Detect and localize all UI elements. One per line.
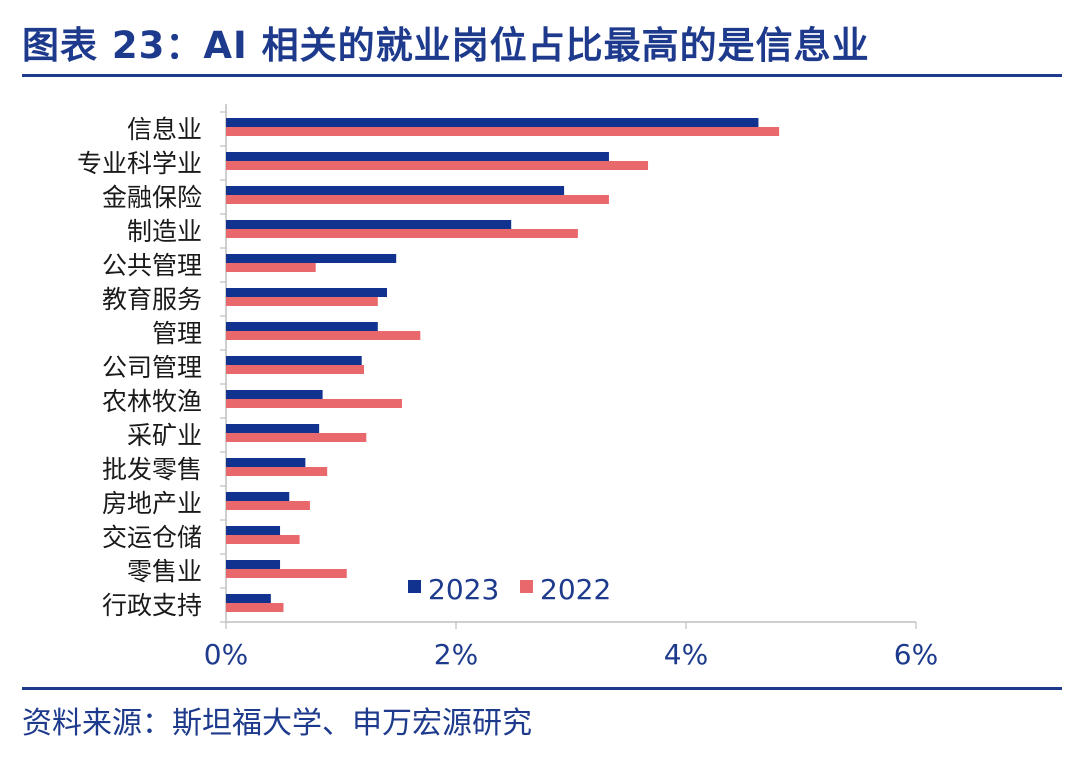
legend-label-2022: 2022 (540, 573, 611, 606)
category-label: 农林牧渔 (102, 387, 202, 416)
bar-2022 (226, 569, 347, 578)
bar-2023 (226, 424, 320, 433)
category-label: 行政支持 (102, 591, 202, 620)
bar-2023 (226, 288, 387, 297)
legend-label-2023: 2023 (428, 573, 499, 606)
category-label: 零售业 (127, 557, 202, 586)
category-label: 管理 (152, 319, 202, 348)
legend-swatch-2022 (520, 580, 533, 593)
bar-2023 (226, 560, 281, 569)
legend-swatch-2023 (408, 580, 421, 593)
category-label: 金融保险 (102, 183, 202, 212)
category-label: 信息业 (127, 115, 202, 144)
source-note: 资料来源：斯坦福大学、申万宏源研究 (22, 706, 532, 741)
category-label: 专业科学业 (77, 149, 202, 178)
bar-2022 (226, 229, 578, 238)
bar-2023 (226, 254, 397, 263)
bar-2022 (226, 331, 421, 340)
title-divider (22, 74, 1062, 77)
x-tick-label: 0% (204, 638, 248, 671)
source-divider (22, 687, 1062, 690)
category-label: 公司管理 (102, 353, 202, 382)
category-label: 交运仓储 (102, 523, 202, 552)
category-label: 制造业 (127, 217, 202, 246)
category-label: 采矿业 (127, 421, 202, 450)
bar-2022 (226, 161, 649, 170)
x-tick-label: 6% (894, 638, 938, 671)
bar-2023 (226, 322, 378, 331)
bar-2022 (226, 365, 364, 374)
bar-2022 (226, 501, 310, 510)
x-tick-label: 2% (434, 638, 478, 671)
category-label: 公共管理 (102, 251, 202, 280)
bar-2023 (226, 526, 281, 535)
bar-2023 (226, 594, 271, 603)
bar-2023 (226, 492, 290, 501)
bar-2022 (226, 535, 300, 544)
bar-2023 (226, 458, 306, 467)
x-tick-label: 4% (664, 638, 708, 671)
bar-2022 (226, 433, 367, 442)
bar-2023 (226, 186, 565, 195)
bar-2022 (226, 467, 328, 476)
bar-2022 (226, 603, 284, 612)
bar-2022 (226, 263, 316, 272)
bar-2022 (226, 195, 609, 204)
bar-2022 (226, 127, 780, 136)
bar-2022 (226, 399, 402, 408)
bar-2023 (226, 356, 362, 365)
bar-2022 (226, 297, 378, 306)
bar-2023 (226, 390, 323, 399)
chart-title: 图表 23：AI 相关的就业岗位占比最高的是信息业 (22, 24, 870, 67)
bar-2023 (226, 152, 609, 161)
bar-2023 (226, 220, 512, 229)
bar-chart: 0% 2% 4% 6% 信息业专业科学业金融保险制造业公共管理教育服务管理公司管理农林牧… (77, 104, 938, 671)
bar-2023 (226, 118, 759, 127)
category-label: 批发零售 (102, 455, 202, 484)
category-label: 教育服务 (102, 285, 202, 314)
category-label: 房地产业 (102, 489, 202, 518)
